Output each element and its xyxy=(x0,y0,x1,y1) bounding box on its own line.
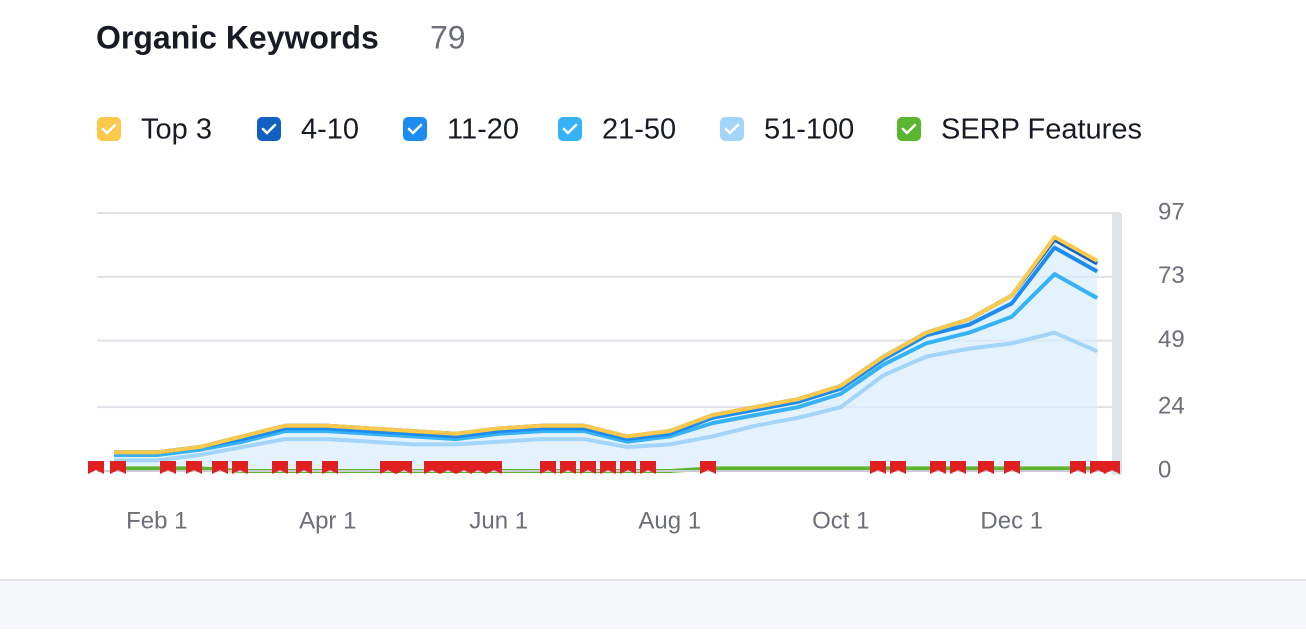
x-tick-label: Apr 1 xyxy=(299,507,356,534)
footer-band xyxy=(0,580,1306,629)
y-tick-label: 73 xyxy=(1158,262,1185,289)
event-flag[interactable] xyxy=(380,461,396,474)
event-flag[interactable] xyxy=(296,461,312,474)
legend-label[interactable]: SERP Features xyxy=(941,114,1142,146)
event-flag[interactable] xyxy=(212,461,228,474)
legend-label[interactable]: 51-100 xyxy=(764,114,854,146)
event-flag[interactable] xyxy=(978,461,994,474)
series-line xyxy=(114,245,1099,455)
event-flag[interactable] xyxy=(870,461,886,474)
event-flag[interactable] xyxy=(700,461,716,474)
legend-checkbox[interactable] xyxy=(97,117,121,141)
x-tick-label: Oct 1 xyxy=(812,507,869,534)
legend-label[interactable]: 21-50 xyxy=(602,114,676,146)
legend-check xyxy=(901,123,917,135)
event-flag[interactable] xyxy=(540,461,556,474)
legend-check xyxy=(261,123,277,135)
event-flag[interactable] xyxy=(1070,461,1086,474)
range-handle[interactable] xyxy=(1112,213,1122,475)
legend-check xyxy=(724,123,740,135)
legend-label[interactable]: 11-20 xyxy=(447,114,519,146)
y-tick-label: 0 xyxy=(1158,456,1171,483)
legend-check xyxy=(101,123,117,135)
x-tick-label: Feb 1 xyxy=(126,507,187,534)
event-flag[interactable] xyxy=(424,461,440,474)
total-count: 79 xyxy=(430,19,466,55)
x-tick-label: Jun 1 xyxy=(469,507,528,534)
legend-checkbox[interactable] xyxy=(403,117,427,141)
event-flag[interactable] xyxy=(322,461,338,474)
chart-title: Organic Keywords xyxy=(96,19,379,55)
legend-label[interactable]: 4-10 xyxy=(301,114,359,146)
legend-check xyxy=(562,123,578,135)
event-flag[interactable] xyxy=(110,461,126,474)
event-flag[interactable] xyxy=(486,461,502,474)
event-flag[interactable] xyxy=(232,461,248,474)
series-line xyxy=(114,234,1099,455)
event-flag[interactable] xyxy=(890,461,906,474)
event-flag[interactable] xyxy=(930,461,946,474)
y-tick-label: 49 xyxy=(1158,326,1185,353)
legend-checkbox[interactable] xyxy=(897,117,921,141)
event-flag[interactable] xyxy=(1104,461,1120,474)
legend-check xyxy=(407,123,423,135)
event-flag[interactable] xyxy=(396,461,412,474)
series-line xyxy=(114,272,1099,458)
event-flag[interactable] xyxy=(620,461,636,474)
event-flag[interactable] xyxy=(186,461,202,474)
legend-checkbox[interactable] xyxy=(257,117,281,141)
legend-checkbox[interactable] xyxy=(558,117,582,141)
event-flag[interactable] xyxy=(600,461,616,474)
legend-checkbox[interactable] xyxy=(720,117,744,141)
event-flag[interactable] xyxy=(1004,461,1020,474)
x-tick-label: Aug 1 xyxy=(638,507,701,534)
event-flag[interactable] xyxy=(640,461,656,474)
event-flag[interactable] xyxy=(580,461,596,474)
series-line xyxy=(114,330,1099,463)
y-tick-label: 97 xyxy=(1158,198,1185,225)
area-fill xyxy=(114,236,1098,471)
y-tick-label: 24 xyxy=(1158,393,1185,420)
event-flag[interactable] xyxy=(470,461,486,474)
event-flag[interactable] xyxy=(1090,461,1106,474)
event-flag[interactable] xyxy=(272,461,288,474)
event-flag[interactable] xyxy=(560,461,576,474)
event-flag[interactable] xyxy=(160,461,176,474)
event-flag[interactable] xyxy=(456,461,472,474)
event-flag[interactable] xyxy=(950,461,966,474)
event-flag[interactable] xyxy=(88,461,104,474)
x-tick-label: Dec 1 xyxy=(980,507,1043,534)
event-flag[interactable] xyxy=(440,461,456,474)
legend-label[interactable]: Top 3 xyxy=(141,114,212,146)
